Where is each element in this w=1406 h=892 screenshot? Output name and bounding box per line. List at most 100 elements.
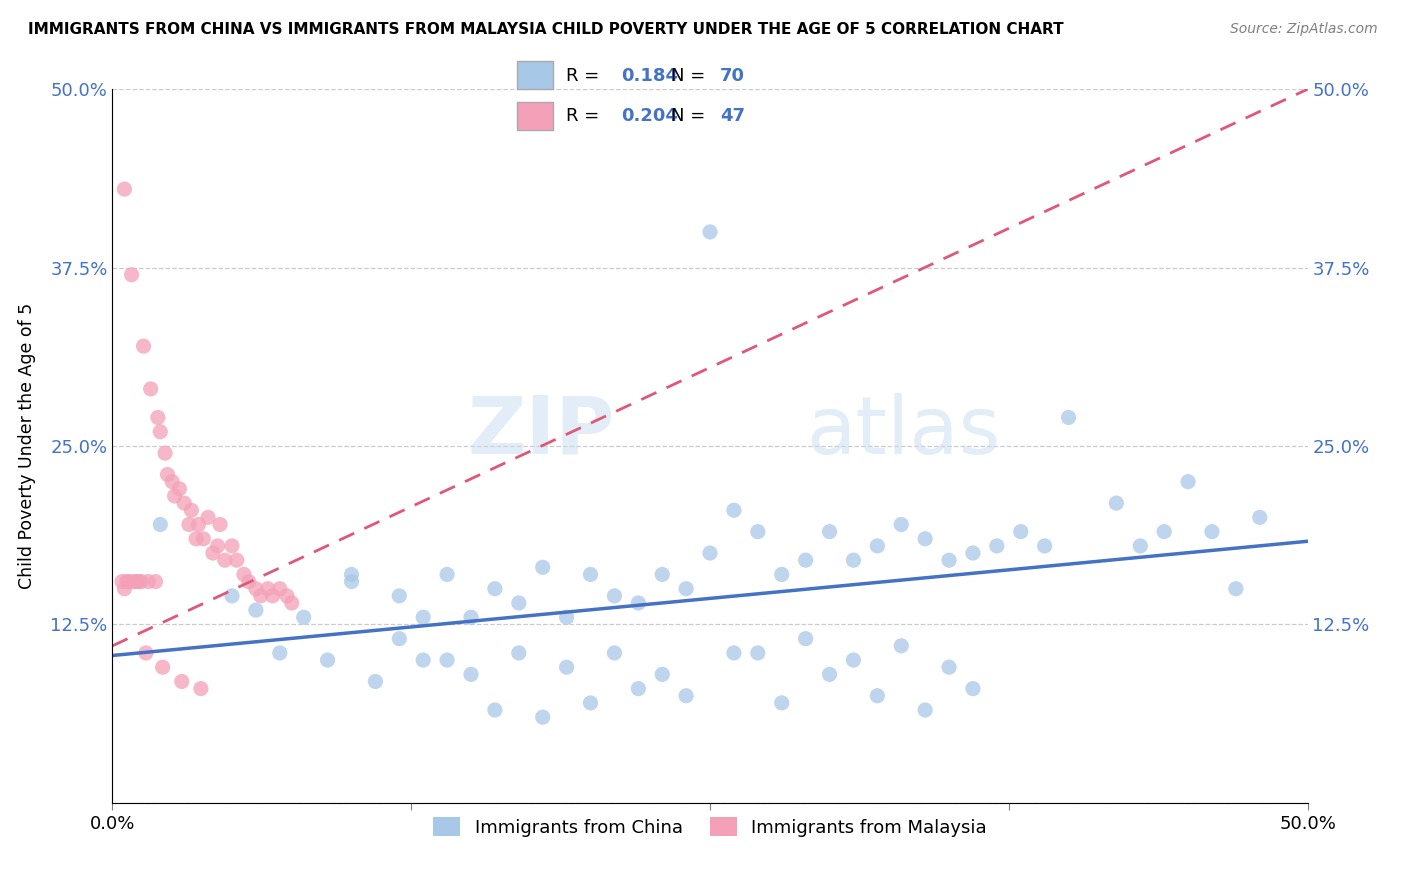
Point: [603, 589, 626, 603]
Point: [135, 646, 157, 660]
Point: [169, 482, 191, 496]
Point: [233, 567, 256, 582]
Point: [627, 596, 650, 610]
Point: [145, 574, 167, 589]
Point: [152, 660, 174, 674]
Point: [162, 475, 183, 489]
Point: [114, 182, 135, 196]
Point: [866, 539, 889, 553]
Text: N =: N =: [671, 67, 710, 85]
Point: [149, 517, 172, 532]
Point: [149, 425, 172, 439]
Point: [262, 589, 284, 603]
Point: [555, 660, 578, 674]
Point: [842, 553, 865, 567]
Point: [1153, 524, 1175, 539]
Point: [177, 517, 200, 532]
Point: [938, 660, 960, 674]
Point: [675, 582, 697, 596]
Point: [364, 674, 387, 689]
Point: [214, 553, 236, 567]
Point: [531, 710, 554, 724]
Point: [890, 639, 912, 653]
Point: [460, 667, 482, 681]
Text: N =: N =: [671, 107, 710, 125]
Point: [412, 610, 434, 624]
Point: [173, 496, 195, 510]
Point: [129, 574, 152, 589]
Point: [412, 653, 434, 667]
Point: [122, 574, 145, 589]
Point: [114, 582, 135, 596]
Point: [723, 503, 745, 517]
Point: [388, 589, 411, 603]
Point: [1033, 539, 1056, 553]
Point: [388, 632, 411, 646]
Point: [770, 567, 793, 582]
Point: [209, 517, 232, 532]
Point: [651, 567, 673, 582]
Point: [770, 696, 793, 710]
Point: [508, 596, 530, 610]
Legend: Immigrants from China, Immigrants from Malaysia: Immigrants from China, Immigrants from M…: [426, 810, 994, 844]
Point: [555, 610, 578, 624]
Point: [340, 567, 363, 582]
FancyBboxPatch shape: [517, 102, 553, 130]
Point: [962, 546, 984, 560]
Point: [842, 653, 865, 667]
Point: [699, 225, 721, 239]
Point: [579, 567, 602, 582]
Point: [139, 382, 162, 396]
Text: 70: 70: [720, 67, 745, 85]
Point: [986, 539, 1008, 553]
Point: [699, 546, 721, 560]
Text: atlas: atlas: [806, 392, 1000, 471]
Text: R =: R =: [567, 67, 606, 85]
Point: [508, 646, 530, 660]
Text: Source: ZipAtlas.com: Source: ZipAtlas.com: [1230, 22, 1378, 37]
Point: [460, 610, 482, 624]
Point: [115, 574, 138, 589]
Text: ZIP: ZIP: [467, 392, 614, 471]
Point: [193, 532, 215, 546]
Point: [257, 582, 280, 596]
Point: [675, 689, 697, 703]
Point: [531, 560, 554, 574]
Point: [163, 489, 186, 503]
Point: [962, 681, 984, 696]
Point: [1201, 524, 1223, 539]
Point: [747, 646, 769, 660]
Point: [723, 646, 745, 660]
Point: [794, 632, 817, 646]
Point: [1057, 410, 1080, 425]
FancyBboxPatch shape: [517, 62, 553, 89]
Point: [1177, 475, 1199, 489]
Text: IMMIGRANTS FROM CHINA VS IMMIGRANTS FROM MALAYSIA CHILD POVERTY UNDER THE AGE OF: IMMIGRANTS FROM CHINA VS IMMIGRANTS FROM…: [28, 22, 1064, 37]
Point: [118, 574, 141, 589]
Point: [125, 574, 148, 589]
Point: [190, 681, 212, 696]
Point: [866, 689, 889, 703]
Point: [938, 553, 960, 567]
Point: [207, 539, 229, 553]
Point: [603, 646, 626, 660]
Point: [111, 574, 134, 589]
Point: [484, 703, 506, 717]
Point: [121, 268, 143, 282]
Text: 0.204: 0.204: [621, 107, 678, 125]
Point: [747, 524, 769, 539]
Point: [914, 532, 936, 546]
Point: [156, 467, 179, 482]
Text: R =: R =: [567, 107, 606, 125]
Point: [225, 553, 247, 567]
Point: [1129, 539, 1152, 553]
Point: [132, 339, 155, 353]
Point: [914, 703, 936, 717]
Y-axis label: Child Poverty Under the Age of 5: Child Poverty Under the Age of 5: [18, 303, 37, 589]
Point: [221, 539, 243, 553]
Point: [579, 696, 602, 710]
Point: [1010, 524, 1032, 539]
Point: [316, 653, 339, 667]
Point: [484, 582, 506, 596]
Point: [818, 524, 841, 539]
